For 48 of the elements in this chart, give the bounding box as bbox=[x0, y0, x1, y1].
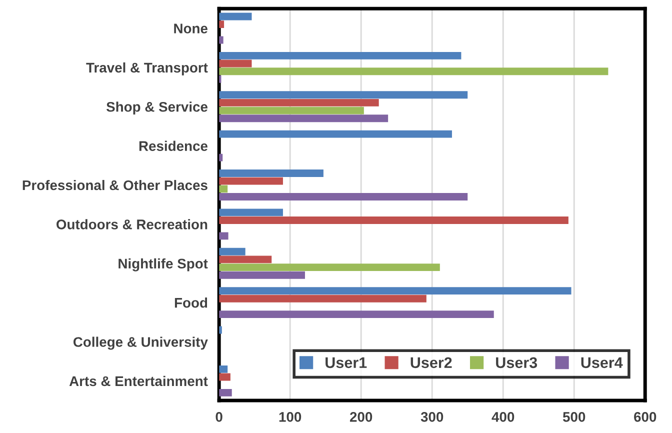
bar bbox=[219, 91, 468, 99]
x-tick-label: 100 bbox=[279, 412, 302, 422]
bar bbox=[219, 52, 462, 60]
x-tick-label: 0 bbox=[216, 412, 222, 422]
bar bbox=[219, 287, 572, 295]
bar bbox=[219, 271, 305, 279]
y-tick-label: Arts & Entertainment bbox=[69, 376, 208, 386]
y-tick-label: Food bbox=[174, 298, 208, 308]
bar bbox=[219, 294, 426, 302]
bar bbox=[219, 248, 246, 256]
bar bbox=[219, 98, 379, 106]
bar bbox=[219, 264, 440, 272]
bar bbox=[219, 365, 228, 373]
bar bbox=[219, 216, 568, 224]
y-tick-label: Nightlife Spot bbox=[118, 258, 208, 272]
bar bbox=[219, 208, 283, 216]
x-tick-label: 500 bbox=[562, 412, 586, 422]
y-tick-label: College & University bbox=[73, 336, 208, 350]
bar bbox=[219, 114, 388, 122]
bar bbox=[219, 106, 364, 114]
bar bbox=[219, 388, 232, 396]
y-tick-label: Outdoors & Recreation bbox=[56, 219, 208, 230]
bar bbox=[219, 12, 252, 20]
bar bbox=[219, 20, 224, 28]
x-tick-label: 600 bbox=[634, 412, 656, 422]
bar bbox=[219, 60, 252, 68]
bar bbox=[219, 256, 272, 264]
x-tick-label: 200 bbox=[350, 412, 372, 422]
legend-label: User3 bbox=[496, 357, 538, 368]
y-tick-label: None bbox=[174, 24, 208, 34]
bar bbox=[219, 373, 230, 381]
legend-label: User2 bbox=[410, 357, 452, 368]
legend-label: User4 bbox=[581, 357, 623, 368]
bar bbox=[219, 310, 494, 318]
bar bbox=[219, 130, 452, 138]
legend-label: User1 bbox=[326, 357, 367, 368]
y-tick-label: Travel & Transport bbox=[86, 62, 208, 76]
bar bbox=[219, 185, 228, 193]
bar bbox=[219, 193, 468, 200]
bar bbox=[219, 68, 608, 76]
bar bbox=[219, 177, 283, 185]
y-tick-label: Residence bbox=[139, 140, 208, 151]
x-tick-label: 300 bbox=[420, 412, 444, 422]
y-tick-label: Professional & Other Places bbox=[22, 180, 208, 190]
y-tick-label: Shop & Service bbox=[106, 102, 208, 115]
bar bbox=[219, 170, 324, 177]
bar bbox=[219, 232, 228, 240]
x-tick-label: 400 bbox=[492, 412, 514, 422]
